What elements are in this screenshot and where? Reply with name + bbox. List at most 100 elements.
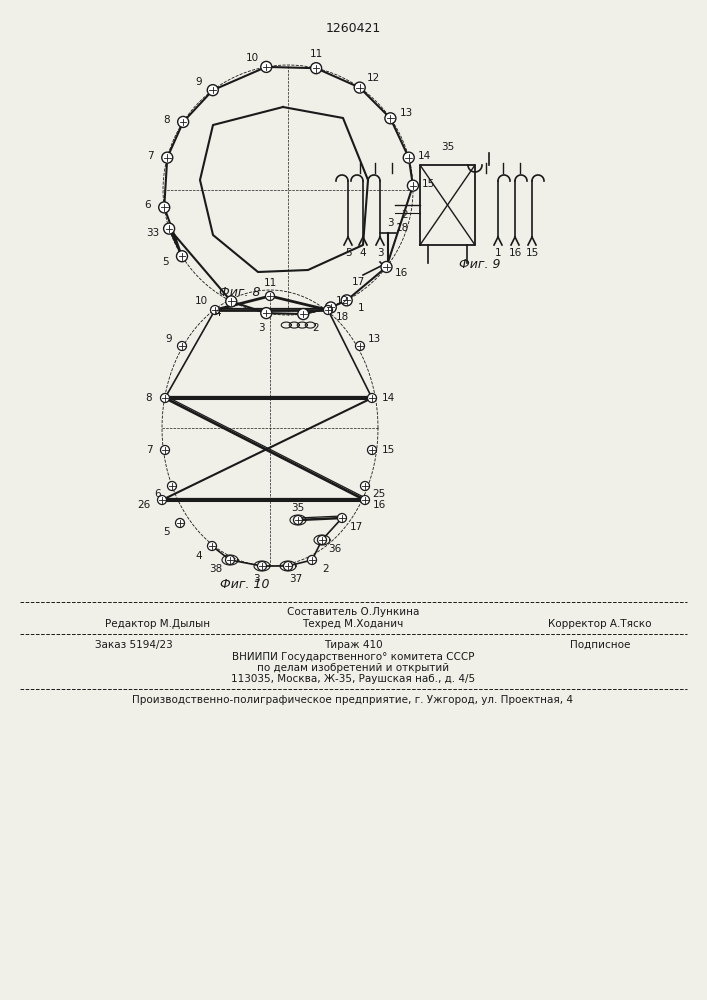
Text: Фиг. 9: Фиг. 9 — [460, 258, 501, 271]
Text: 4: 4 — [214, 308, 221, 318]
Text: 12: 12 — [367, 73, 380, 83]
Text: 1: 1 — [495, 248, 501, 258]
Text: 36: 36 — [328, 544, 341, 554]
Text: 9: 9 — [195, 77, 202, 87]
Circle shape — [354, 82, 366, 93]
Circle shape — [158, 495, 167, 504]
Circle shape — [325, 302, 337, 313]
Text: 3: 3 — [252, 574, 259, 584]
Circle shape — [261, 61, 271, 72]
Circle shape — [317, 536, 327, 544]
Text: 8: 8 — [146, 393, 152, 403]
Text: 8: 8 — [163, 115, 170, 125]
Text: 13: 13 — [368, 334, 380, 344]
Circle shape — [368, 446, 377, 454]
Text: Тираж 410: Тираж 410 — [324, 640, 382, 650]
Text: 3: 3 — [377, 248, 383, 258]
Text: 10: 10 — [194, 296, 208, 306]
Text: 4: 4 — [360, 248, 366, 258]
Circle shape — [168, 482, 177, 490]
Circle shape — [308, 556, 317, 564]
Text: 26: 26 — [137, 500, 151, 510]
Circle shape — [407, 180, 419, 191]
Text: 1: 1 — [357, 303, 364, 313]
Text: 38: 38 — [209, 564, 223, 574]
Text: 18: 18 — [395, 223, 409, 233]
Text: 2: 2 — [322, 564, 329, 574]
Text: 33: 33 — [146, 228, 160, 238]
Text: 5: 5 — [163, 257, 169, 267]
Text: 17: 17 — [349, 522, 363, 532]
Circle shape — [207, 542, 216, 550]
Text: 113035, Москва, Ж-35, Раушская наб., д. 4/5: 113035, Москва, Ж-35, Раушская наб., д. … — [231, 674, 475, 684]
Text: 15: 15 — [525, 248, 539, 258]
Text: Техред М.Ходанич: Техред М.Ходанич — [303, 619, 404, 629]
Circle shape — [158, 202, 170, 213]
Text: 5: 5 — [345, 248, 351, 258]
Text: 2: 2 — [402, 210, 409, 220]
Circle shape — [385, 113, 396, 124]
Circle shape — [177, 251, 187, 262]
Text: 16: 16 — [373, 500, 385, 510]
Circle shape — [160, 446, 170, 454]
Circle shape — [341, 295, 352, 306]
Text: 1260421: 1260421 — [325, 22, 380, 35]
Text: Заказ 5194/23: Заказ 5194/23 — [95, 640, 173, 650]
Text: Производственно-полиграфическое предприятие, г. Ужгород, ул. Проектная, 4: Производственно-полиграфическое предприя… — [132, 695, 573, 705]
Text: 17: 17 — [351, 277, 365, 287]
Text: Подписное: Подписное — [570, 640, 630, 650]
Circle shape — [284, 562, 293, 570]
Circle shape — [361, 495, 370, 504]
Circle shape — [207, 85, 218, 96]
Text: 4: 4 — [196, 551, 202, 561]
Circle shape — [361, 482, 370, 490]
Circle shape — [403, 152, 414, 163]
Text: 13: 13 — [399, 108, 413, 118]
Circle shape — [160, 393, 170, 402]
Circle shape — [381, 261, 392, 272]
Text: 25: 25 — [373, 489, 385, 499]
Text: 7: 7 — [147, 151, 153, 161]
Text: 6: 6 — [144, 200, 151, 210]
Text: 11: 11 — [264, 278, 276, 288]
Circle shape — [293, 516, 303, 524]
Circle shape — [261, 308, 271, 319]
Text: 14: 14 — [381, 393, 395, 403]
Circle shape — [266, 292, 274, 300]
Circle shape — [368, 393, 377, 402]
Circle shape — [226, 556, 235, 564]
Text: 7: 7 — [146, 445, 152, 455]
Text: Составитель О.Лункина: Составитель О.Лункина — [287, 607, 419, 617]
Circle shape — [257, 562, 267, 570]
Text: по делам изобретений и открытий: по делам изобретений и открытий — [257, 663, 449, 673]
Text: 16: 16 — [395, 268, 408, 278]
Text: 37: 37 — [289, 574, 303, 584]
Text: 10: 10 — [246, 53, 259, 63]
Circle shape — [310, 63, 322, 74]
Text: Фиг. 10: Фиг. 10 — [221, 578, 270, 591]
Circle shape — [226, 296, 237, 307]
Text: 35: 35 — [291, 503, 305, 513]
Text: 16: 16 — [508, 248, 522, 258]
Circle shape — [175, 518, 185, 528]
Circle shape — [298, 309, 309, 320]
Text: 11: 11 — [310, 49, 322, 59]
Text: Фиг. 8: Фиг. 8 — [219, 286, 261, 300]
Text: 15: 15 — [422, 179, 436, 189]
Circle shape — [211, 306, 219, 314]
Text: 5: 5 — [163, 527, 169, 537]
Circle shape — [324, 306, 332, 314]
Text: 35: 35 — [441, 142, 454, 152]
Text: ВНИИПИ Государственного° комитета СССР: ВНИИПИ Государственного° комитета СССР — [232, 652, 474, 662]
Text: 15: 15 — [381, 445, 395, 455]
Circle shape — [177, 342, 187, 351]
Text: 3: 3 — [258, 323, 264, 333]
Text: 14: 14 — [418, 151, 431, 161]
Text: Корректор А.Тяско: Корректор А.Тяско — [548, 619, 652, 629]
Text: 2: 2 — [312, 323, 319, 333]
Text: 12: 12 — [335, 296, 349, 306]
Text: 9: 9 — [165, 334, 173, 344]
Text: 6: 6 — [155, 489, 161, 499]
Circle shape — [162, 152, 173, 163]
Text: 18: 18 — [336, 312, 349, 322]
